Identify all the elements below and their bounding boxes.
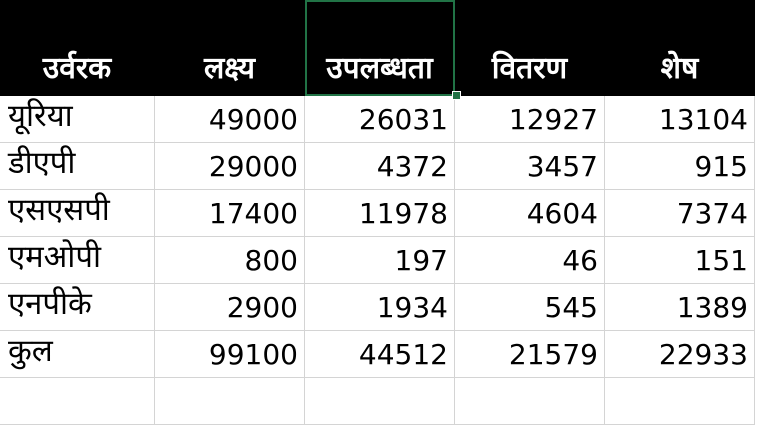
value-cell[interactable]: 17400 [155,190,305,237]
value-cell[interactable]: 2900 [155,284,305,331]
header-cell-availability[interactable]: उपलब्धता [305,0,455,96]
row-label-cell[interactable]: यूरिया [0,96,155,143]
total-value-cell[interactable]: 21579 [455,331,605,378]
empty-cell[interactable] [455,378,605,425]
value-cell[interactable]: 46 [455,237,605,284]
empty-cell[interactable] [305,378,455,425]
value-cell[interactable]: 4604 [455,190,605,237]
value-cell[interactable]: 26031 [305,96,455,143]
value-cell[interactable]: 915 [605,143,755,190]
row-label-cell[interactable]: एसएसपी [0,190,155,237]
header-cell-distribution[interactable]: वितरण [455,0,605,96]
value-cell[interactable]: 49000 [155,96,305,143]
row-label-cell[interactable]: डीएपी [0,143,155,190]
selection-fill-handle[interactable] [452,91,461,100]
value-cell[interactable]: 545 [455,284,605,331]
value-cell[interactable]: 197 [305,237,455,284]
row-label-cell[interactable]: एमओपी [0,237,155,284]
total-value-cell[interactable]: 44512 [305,331,455,378]
header-cell-target[interactable]: लक्ष्य [155,0,305,96]
value-cell[interactable]: 3457 [455,143,605,190]
value-cell[interactable]: 1934 [305,284,455,331]
value-cell[interactable]: 13104 [605,96,755,143]
value-cell[interactable]: 151 [605,237,755,284]
value-cell[interactable]: 4372 [305,143,455,190]
value-cell[interactable]: 7374 [605,190,755,237]
row-label-cell-total[interactable]: कुल [0,331,155,378]
empty-cell[interactable] [605,378,755,425]
total-value-cell[interactable]: 22933 [605,331,755,378]
row-label-cell[interactable]: एनपीके [0,284,155,331]
value-cell[interactable]: 11978 [305,190,455,237]
header-cell-balance[interactable]: शेष [605,0,755,96]
value-cell[interactable]: 800 [155,237,305,284]
empty-cell[interactable] [155,378,305,425]
empty-cell[interactable] [0,378,155,425]
value-cell[interactable]: 29000 [155,143,305,190]
header-cell-fertilizer[interactable]: उर्वरक [0,0,155,96]
total-value-cell[interactable]: 99100 [155,331,305,378]
value-cell[interactable]: 12927 [455,96,605,143]
value-cell[interactable]: 1389 [605,284,755,331]
